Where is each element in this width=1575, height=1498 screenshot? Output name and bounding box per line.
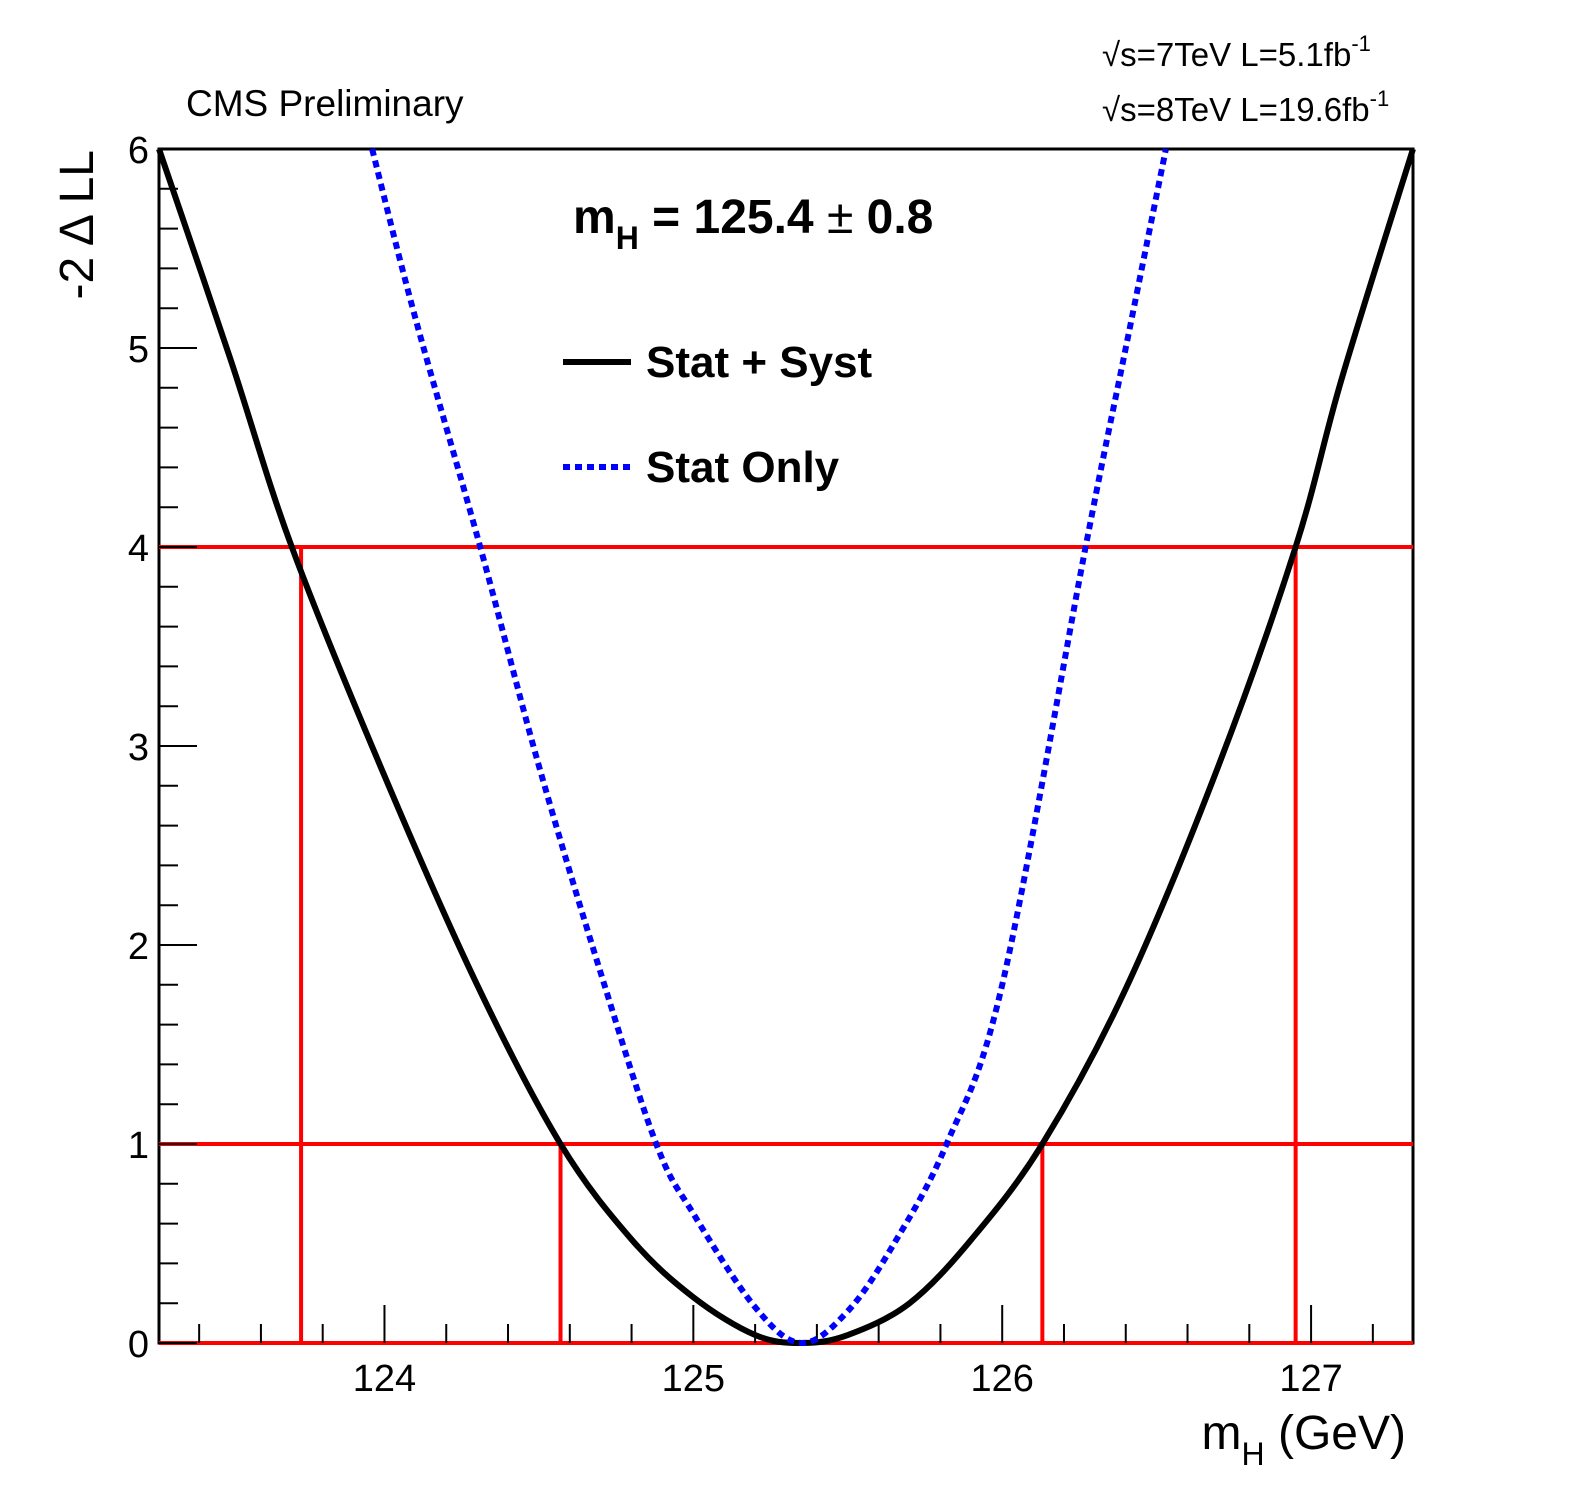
legend-label-stat-syst: Stat + Syst [646, 338, 873, 387]
result-prefix: m [573, 191, 616, 244]
result-sub: H [616, 220, 639, 256]
sqrt-symbol-2: √ [1102, 91, 1121, 128]
y-tick-label: 1 [128, 1125, 149, 1167]
x-tick-label: 124 [353, 1358, 416, 1400]
svg-text:√s=7TeV L=5.1fb-1: √s=7TeV L=5.1fb-1 [1102, 31, 1371, 73]
sqrt-var-2: s [1120, 91, 1137, 128]
legend-label-stat-only: Stat Only [646, 443, 840, 492]
x-tick-label: 127 [1279, 1358, 1342, 1400]
x-tick-label: 126 [971, 1358, 1034, 1400]
x-axis-label: mH (GeV) [1202, 1407, 1406, 1472]
result-pm: ± [827, 191, 853, 244]
y-tick-label: 2 [128, 926, 149, 968]
x-label-suffix: (GeV) [1265, 1407, 1406, 1460]
lumi-8tev-exp: -1 [1370, 86, 1390, 111]
series-stat-syst [156, 148, 1416, 1347]
y-axis-label: -2 Δ LL [51, 150, 104, 300]
y-tick-label: 4 [128, 528, 149, 570]
result-value: = 125.4 [639, 191, 827, 244]
curves [156, 148, 1416, 1347]
y-tick-label: 5 [128, 329, 149, 371]
lumi-7tev-text: =7TeV L=5.1fb [1137, 36, 1352, 73]
axis-ticks [159, 148, 1374, 1344]
x-tick-label: 125 [662, 1358, 725, 1400]
lumi-label-7tev: √s=7TeV L=5.1fb-1 [1102, 31, 1371, 73]
interval-lines [159, 545, 1413, 1345]
lumi-7tev-exp: -1 [1351, 31, 1371, 56]
x-label-sub: H [1242, 1436, 1265, 1472]
lumi-8tev-text: =8TeV L=19.6fb [1137, 91, 1370, 128]
x-label-prefix: m [1202, 1407, 1242, 1460]
result-annotation: mH = 125.4 ± 0.8 [573, 191, 933, 256]
svg-text:√s=8TeV L=19.6fb-1: √s=8TeV L=19.6fb-1 [1102, 86, 1389, 128]
y-tick-label: 0 [128, 1324, 149, 1366]
y-tick-label: 3 [128, 727, 149, 769]
header-left: CMS Preliminary [186, 83, 464, 124]
result-err: 0.8 [853, 191, 933, 244]
series-stat-only [369, 148, 1169, 1346]
sqrt-symbol: √ [1102, 36, 1121, 73]
lumi-label-8tev: √s=8TeV L=19.6fb-1 [1102, 86, 1389, 128]
sqrt-var: s [1120, 36, 1137, 73]
y-tick-label: 6 [128, 130, 149, 172]
legend: Stat + Syst Stat Only [563, 338, 873, 492]
tick-labels: 0 1 2 3 4 5 6 124 125 126 127 [128, 130, 1343, 1400]
